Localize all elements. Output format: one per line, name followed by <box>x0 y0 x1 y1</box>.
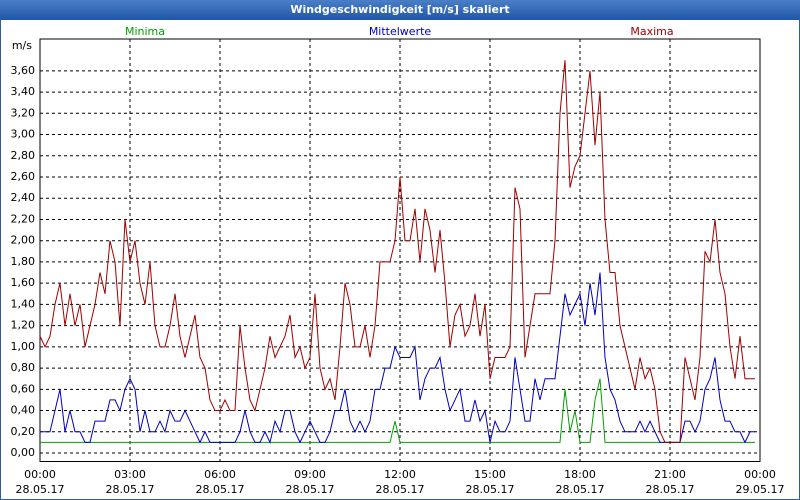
legend-entry: Maxima <box>630 25 673 38</box>
y-tick-label: 3,00 <box>11 128 36 141</box>
y-tick-label: 2,40 <box>11 191 36 204</box>
y-tick-label: 0,40 <box>11 404 36 417</box>
y-tick-label: 2,80 <box>11 149 36 162</box>
y-tick-label: 3,40 <box>11 85 36 98</box>
x-tick-date: 28.05.17 <box>556 483 605 496</box>
y-tick-label: 1,00 <box>11 340 36 353</box>
x-tick-date: 28.05.17 <box>16 483 65 496</box>
y-tick-label: 2,00 <box>11 234 36 247</box>
x-tick-label: 18:00 <box>564 468 596 481</box>
legend-entry: Minima <box>125 25 165 38</box>
x-tick-label: 09:00 <box>294 468 326 481</box>
x-tick-label: 21:00 <box>654 468 686 481</box>
y-tick-label: 0,80 <box>11 361 36 374</box>
x-tick-date: 28.05.17 <box>376 483 425 496</box>
y-tick-label: 1,40 <box>11 297 36 310</box>
series-line <box>39 60 755 443</box>
y-tick-label: 0,20 <box>11 425 36 438</box>
y-tick-label: 1,60 <box>11 276 36 289</box>
series-line <box>40 378 755 443</box>
x-tick-label: 12:00 <box>384 468 416 481</box>
y-tick-label: 1,20 <box>11 319 36 332</box>
x-tick-date: 28.05.17 <box>466 483 515 496</box>
title-bar <box>0 0 800 20</box>
x-tick-date: 28.05.17 <box>106 483 155 496</box>
x-tick-label: 03:00 <box>114 468 146 481</box>
x-tick-label: 00:00 <box>24 468 56 481</box>
y-tick-label: 1,80 <box>11 255 36 268</box>
y-tick-label: 3,20 <box>11 106 36 119</box>
x-tick-date: 28.05.17 <box>646 483 695 496</box>
x-tick-date: 28.05.17 <box>286 483 335 496</box>
y-tick-label: 3,60 <box>11 64 36 77</box>
y-tick-label: 0,00 <box>11 446 36 459</box>
x-tick-label: 00:00 <box>744 468 776 481</box>
x-tick-label: 15:00 <box>474 468 506 481</box>
x-tick-date: 29.05.17 <box>736 483 785 496</box>
y-axis-label: m/s <box>12 39 32 52</box>
x-tick-date: 28.05.17 <box>196 483 245 496</box>
y-tick-label: 2,60 <box>11 170 36 183</box>
legend-entry: Mittelwerte <box>369 25 432 38</box>
y-tick-label: 2,20 <box>11 212 36 225</box>
series-line <box>40 272 755 444</box>
y-tick-label: 0,60 <box>11 382 36 395</box>
x-tick-label: 06:00 <box>204 468 236 481</box>
chart-title: Windgeschwindigkeit [m/s] skaliert <box>290 3 509 16</box>
